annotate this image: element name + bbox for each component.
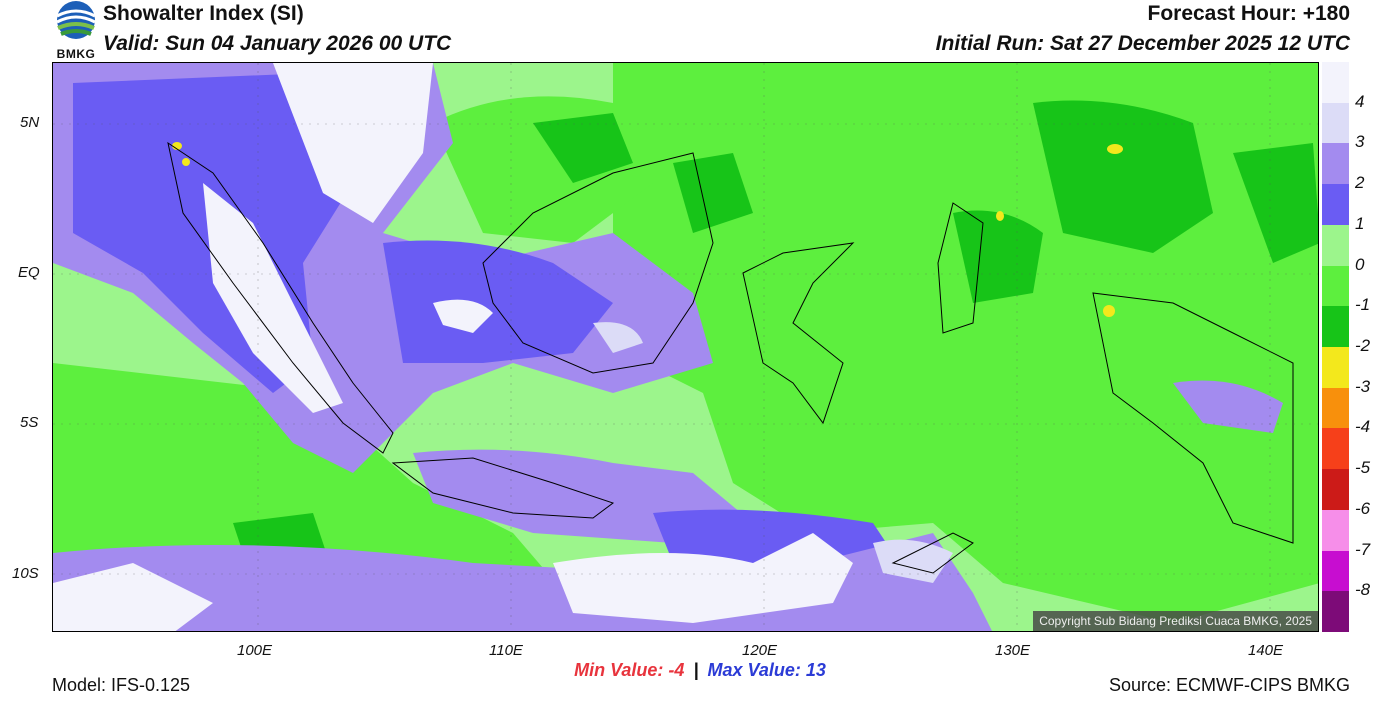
bmkg-logo-text: BMKG xyxy=(56,47,96,61)
legend-swatch xyxy=(1322,224,1349,267)
legend-swatch xyxy=(1322,509,1349,552)
chart-title: Showalter Index (SI) xyxy=(103,2,304,25)
legend-label: -8 xyxy=(1355,580,1371,600)
legend-swatch xyxy=(1322,265,1349,307)
legend-label: -4 xyxy=(1355,417,1371,437)
legend-label: -6 xyxy=(1355,498,1371,518)
legend-colorbar xyxy=(1322,62,1349,633)
coastline-sulawesi xyxy=(742,242,855,425)
lat-tick-10s: 10S xyxy=(12,565,39,582)
field-patch-dark-green-1 xyxy=(1033,100,1213,253)
legend-label: 0 xyxy=(1355,254,1365,274)
legend-label: 4 xyxy=(1355,91,1365,111)
lat-tick-5s: 5S xyxy=(20,414,39,431)
coastline-borneo xyxy=(482,152,714,374)
field-spot-white-1 xyxy=(433,299,493,333)
legend-label: -1 xyxy=(1355,295,1371,315)
legend-swatch xyxy=(1322,347,1349,389)
lon-tick-130e: 130E xyxy=(995,642,1031,659)
min-value: Min Value: -4 xyxy=(574,660,685,680)
gridlines xyxy=(53,63,1318,631)
model-label: Model: IFS-0.125 xyxy=(52,675,191,695)
initial-run: Initial Run: Sat 27 December 2025 12 UTC xyxy=(935,32,1350,55)
field-region-white-north xyxy=(273,63,433,223)
legend-swatch xyxy=(1322,143,1349,185)
field-spot-yellow-3 xyxy=(1103,305,1115,317)
lon-tick-140e: 140E xyxy=(1248,642,1284,659)
legend-label: -2 xyxy=(1355,336,1371,355)
field-patch-dark-green-2 xyxy=(953,210,1043,303)
valid-time: Valid: Sun 04 January 2026 00 UTC xyxy=(103,32,452,55)
legend-swatch xyxy=(1322,184,1349,226)
field-spot-lavender-1 xyxy=(593,322,643,353)
copyright-label: Copyright Sub Bidang Prediksi Cuaca BMKG… xyxy=(1033,611,1318,631)
field-region-lavender-timor xyxy=(873,539,953,583)
legend-label: -3 xyxy=(1355,376,1371,396)
field-region-white-sw xyxy=(53,563,213,631)
lon-tick-110e: 110E xyxy=(489,642,523,659)
coastline-sumatra xyxy=(167,141,394,454)
coastline-papua xyxy=(1092,292,1294,544)
field-region-white-sumatra xyxy=(203,183,343,413)
source-label: Source: ECMWF-CIPS BMKG xyxy=(1108,675,1350,695)
stats-separator: | xyxy=(693,660,699,680)
lon-tick-120e: 120E xyxy=(742,642,778,659)
legend-label: -5 xyxy=(1355,458,1371,478)
lat-tick-eq: EQ xyxy=(18,264,40,281)
bmkg-logo-emblem xyxy=(56,1,96,39)
field-spot-yellow-4 xyxy=(172,142,182,150)
field-spot-yellow-5 xyxy=(182,158,190,166)
legend-swatch xyxy=(1322,62,1349,104)
field-spot-yellow-2 xyxy=(996,211,1004,221)
showalter-field xyxy=(53,63,1318,631)
coastline-halmahera xyxy=(937,202,984,334)
legend-swatch xyxy=(1322,387,1349,429)
map-panel: Copyright Sub Bidang Prediksi Cuaca BMKG… xyxy=(52,62,1319,632)
legend-label: 2 xyxy=(1355,173,1365,193)
field-patch-dark-green-5 xyxy=(673,153,753,233)
bmkg-logo: BMKG xyxy=(52,0,100,61)
coastline-java xyxy=(391,457,615,519)
coastlines xyxy=(167,141,1294,574)
field-patch-dark-green-4 xyxy=(533,113,633,183)
legend-swatch xyxy=(1322,306,1349,348)
field-spot-yellow-1 xyxy=(1107,144,1123,154)
value-stats: Min Value: -4 | Max Value: 13 xyxy=(0,660,1400,681)
legend-swatch xyxy=(1322,102,1349,144)
legend-label: -7 xyxy=(1355,539,1371,559)
legend-swatch xyxy=(1322,550,1349,592)
forecast-hour: Forecast Hour: +180 xyxy=(1147,2,1351,25)
field-region-blue-java-sea xyxy=(383,240,613,363)
legend-swatch xyxy=(1322,591,1349,633)
field-patch-dark-green-3 xyxy=(1233,143,1318,263)
legend-label: 1 xyxy=(1355,213,1365,233)
legend-swatch xyxy=(1322,428,1349,470)
legend-swatch xyxy=(1322,469,1349,511)
coastline-timor xyxy=(891,532,974,574)
field-region-white-timor xyxy=(553,533,853,623)
legend-labels: 4 3 2 1 0 -1 -2 -3 -4 -5 -6 -7 -8 xyxy=(1352,62,1392,632)
legend-label: 3 xyxy=(1355,132,1365,152)
field-region-purple-papua xyxy=(1173,380,1283,433)
lat-tick-5n: 5N xyxy=(20,114,40,131)
max-value: Max Value: 13 xyxy=(707,660,826,680)
lon-tick-100e: 100E xyxy=(237,642,273,659)
